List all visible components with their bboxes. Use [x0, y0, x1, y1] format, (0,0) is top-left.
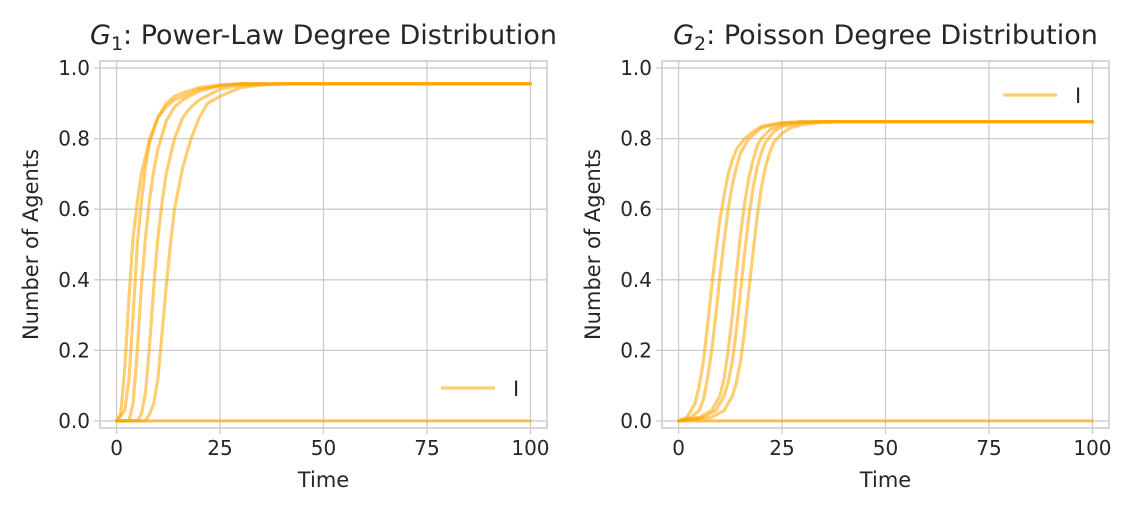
x-tick-label: 75 — [414, 436, 439, 460]
y-tick-label: 1.0 — [620, 56, 652, 80]
title-subscript: 1 — [111, 33, 123, 55]
y-tick-label: 0.2 — [620, 338, 652, 362]
series-line — [676, 120, 1095, 423]
title-text: : Power-Law Degree Distribution — [123, 20, 557, 51]
x-tick-label: 75 — [976, 436, 1001, 460]
legend-label: I — [513, 377, 519, 401]
y-tick-label: 0.4 — [620, 268, 652, 292]
x-tick-label: 25 — [769, 436, 794, 460]
x-axis-label: Time — [297, 468, 349, 492]
x-tick-label: 50 — [873, 436, 898, 460]
title-variable: G — [90, 20, 111, 51]
y-tick-label: 1.0 — [58, 56, 90, 80]
title-text: : Poisson Degree Distribution — [706, 20, 1098, 51]
y-tick-label: 0.6 — [58, 197, 90, 221]
right-plot-poisson: 0 25 50 75 100 0.0 0.2 0.4 0.6 0.8 1.0 Time Number o… — [581, 20, 1112, 492]
y-tick-label: 0.4 — [58, 268, 90, 292]
x-tick-label: 100 — [511, 436, 549, 460]
title-subscript: 2 — [694, 33, 706, 55]
y-axis-label: Number of Agents — [581, 149, 605, 340]
x-tick-label: 0 — [110, 436, 123, 460]
x-tick-label: 50 — [311, 436, 336, 460]
y-tick-label: 0.8 — [620, 127, 652, 151]
chart-title: G1: Power-Law Degree Distribution — [90, 20, 557, 55]
y-tick-label: 0.0 — [58, 409, 90, 433]
y-tick-label: 0.8 — [58, 127, 90, 151]
legend-label: I — [1075, 84, 1081, 108]
y-tick-label: 0.2 — [58, 338, 90, 362]
x-tick-label: 25 — [207, 436, 232, 460]
series-line — [114, 82, 533, 423]
y-tick-label: 0.0 — [620, 409, 652, 433]
chart-title: G2: Poisson Degree Distribution — [673, 20, 1098, 55]
series-line — [676, 120, 1095, 423]
title-variable: G — [673, 20, 694, 51]
left-plot-power-law: 0 25 50 75 100 0.0 0.2 0.4 0.6 0.8 1.0 Time Number o… — [19, 20, 557, 492]
x-tick-label: 100 — [1073, 436, 1111, 460]
x-tick-label: 0 — [672, 436, 685, 460]
series-line — [114, 82, 533, 423]
series-line — [114, 82, 533, 423]
x-axis-label: Time — [859, 468, 911, 492]
y-tick-label: 0.6 — [620, 197, 652, 221]
y-axis-label: Number of Agents — [19, 149, 43, 340]
series-line — [676, 120, 1095, 423]
